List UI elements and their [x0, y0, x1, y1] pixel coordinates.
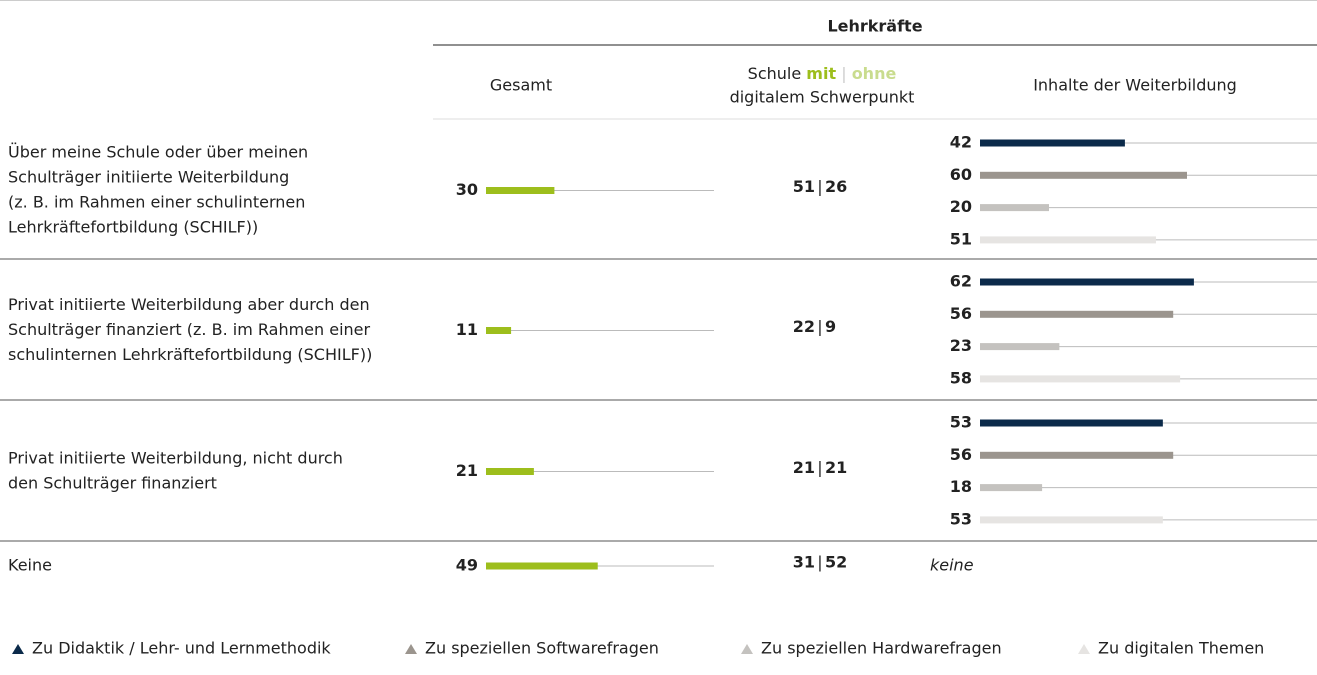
- value-label: 23: [950, 336, 972, 355]
- value-label: 21: [456, 461, 478, 480]
- bar: [486, 187, 555, 194]
- value-label: 60: [950, 165, 972, 184]
- value-label: 42: [950, 133, 972, 152]
- separator: |: [817, 317, 822, 336]
- row-label: (z. B. im Rahmen einer schulinternen: [8, 193, 305, 212]
- value-label: 53: [950, 413, 972, 432]
- bar: [980, 484, 1043, 492]
- row-label: Schulträger finanziert (z. B. im Rahmen …: [8, 320, 371, 339]
- bar: [980, 310, 1174, 318]
- value-label: 53: [950, 509, 972, 528]
- col-header: Schule mit | ohne: [748, 64, 897, 83]
- separator: |: [817, 553, 822, 572]
- legend-label: Zu Didaktik / Lehr- und Lernmethodik: [32, 639, 331, 658]
- bar: [486, 562, 598, 570]
- value-label: 18: [950, 477, 972, 496]
- value-label: 11: [456, 320, 478, 339]
- value-label: 22: [793, 317, 815, 336]
- bar: [486, 327, 512, 334]
- bar: [980, 516, 1163, 524]
- legend-label: Zu digitalen Themen: [1098, 639, 1264, 658]
- value-label: 21: [825, 458, 847, 477]
- bar: [980, 375, 1181, 383]
- value-label: 51: [950, 229, 972, 248]
- value-label: 49: [456, 556, 478, 575]
- legend-label: Zu speziellen Softwarefragen: [425, 639, 659, 658]
- row-label: Privat initiierte Weiterbildung, nicht d…: [8, 449, 343, 468]
- value-label: 51: [793, 177, 815, 196]
- row-label: Privat initiierte Weiterbildung aber dur…: [8, 295, 370, 314]
- bar: [980, 343, 1060, 351]
- group-title: Lehrkräfte: [827, 17, 922, 36]
- header-part: ohne: [852, 64, 897, 83]
- value-label: 56: [950, 304, 972, 323]
- legend-marker: [12, 644, 24, 654]
- bar: [980, 278, 1194, 286]
- row-label: den Schulträger finanziert: [8, 474, 217, 493]
- row-label: Keine: [8, 556, 52, 575]
- separator: |: [817, 458, 822, 477]
- bar: [980, 139, 1125, 147]
- bar: [980, 236, 1156, 244]
- value-label: 30: [456, 180, 478, 199]
- value-label: 26: [825, 177, 847, 196]
- value-label: 9: [825, 317, 836, 336]
- legend-marker: [741, 644, 753, 654]
- row-label: Über meine Schule oder über meinen: [8, 143, 308, 162]
- row-label: schulinternen Lehrkräftefortbildung (SCH…: [8, 345, 372, 364]
- col-header: Gesamt: [490, 76, 552, 95]
- bar: [980, 451, 1174, 459]
- value-label: 31: [793, 553, 815, 572]
- bar: [486, 468, 534, 475]
- value-label: 52: [825, 553, 847, 572]
- row-label: Lehrkräftefortbildung (SCHILF)): [8, 218, 258, 237]
- header-part: Schule: [748, 64, 802, 83]
- legend-label: Zu speziellen Hardwarefragen: [761, 639, 1002, 658]
- bar: [980, 204, 1049, 212]
- value-label: 58: [950, 368, 972, 387]
- legend-marker: [405, 644, 417, 654]
- bar: [980, 171, 1187, 179]
- bar: [980, 419, 1163, 427]
- value-label: 56: [950, 445, 972, 464]
- value-label: 20: [950, 197, 972, 216]
- col-header: digitalem Schwerpunkt: [730, 88, 915, 107]
- header-part: mit: [806, 64, 836, 83]
- separator: |: [817, 177, 822, 196]
- legend-marker: [1078, 644, 1090, 654]
- row-label: Schulträger initiierte Weiterbildung: [8, 168, 289, 187]
- value-label: 62: [950, 272, 972, 291]
- col-header: Inhalte der Weiterbildung: [1033, 76, 1237, 95]
- value-label: 21: [793, 458, 815, 477]
- note: keine: [930, 556, 974, 575]
- header-part: |: [841, 64, 846, 83]
